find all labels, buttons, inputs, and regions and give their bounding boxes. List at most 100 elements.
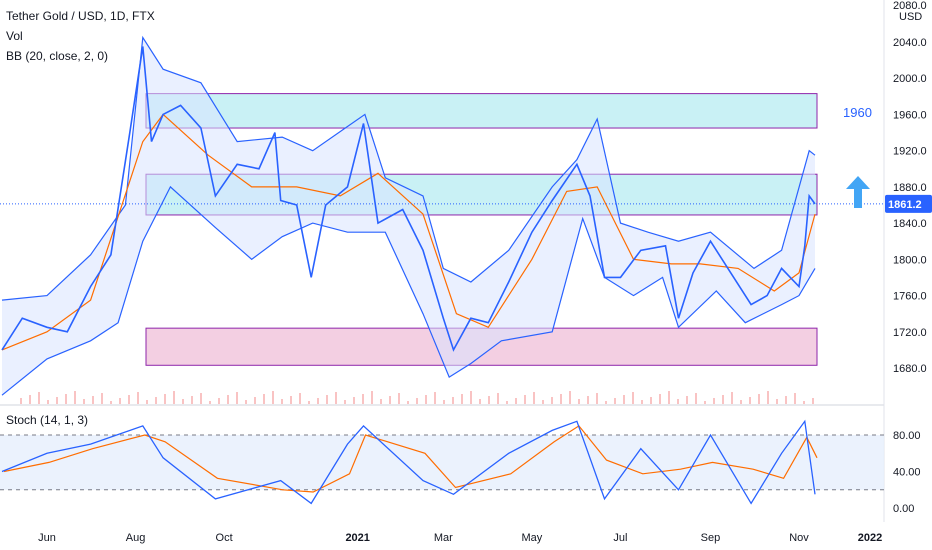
bollinger-legend[interactable]: BB (20, close, 2, 0) <box>6 49 109 63</box>
volume-bar <box>605 401 607 404</box>
price-tick-label: 1880.0 <box>893 182 927 194</box>
time-tick-label: Nov <box>789 532 809 544</box>
volume-legend[interactable]: Vol <box>6 29 23 43</box>
volume-bar <box>20 398 22 404</box>
volume-bar <box>641 400 643 404</box>
price-tick-label: 2040.0 <box>893 37 927 49</box>
up-arrow-icon <box>846 176 870 208</box>
volume-bar <box>731 392 733 404</box>
volume-bar <box>29 395 31 404</box>
volume-bar <box>398 393 400 404</box>
volume-bar <box>524 395 526 404</box>
bollinger-band-fill <box>2 37 815 396</box>
volume-bar <box>488 396 490 404</box>
volume-bar <box>560 394 562 404</box>
volume-bar <box>659 394 661 404</box>
volume-bar <box>758 394 760 404</box>
volume-bar <box>479 399 481 404</box>
bollinger-basis-line <box>1 113 816 351</box>
volume-bar <box>182 399 184 404</box>
volume-bar <box>623 395 625 404</box>
resistance-zone-upper <box>145 93 818 129</box>
volume-bar <box>551 397 553 404</box>
volume-bar <box>119 398 121 404</box>
volume-bar <box>515 398 517 404</box>
volume-bar <box>443 400 445 404</box>
annotation-label: 1960 <box>843 105 872 120</box>
volume-bar <box>173 391 175 404</box>
volume-bar <box>218 398 220 404</box>
volume-bar <box>533 392 535 404</box>
volume-bar <box>722 395 724 404</box>
volume-bar <box>650 397 652 404</box>
time-tick-label: 2021 <box>345 532 369 544</box>
currency-label: USD <box>899 11 922 23</box>
volume-bar <box>227 395 229 404</box>
stochastic-legend[interactable]: Stoch (14, 1, 3) <box>6 413 89 427</box>
volume-bar <box>353 397 355 404</box>
volume-bar <box>695 393 697 404</box>
volume-bar <box>542 400 544 404</box>
volume-bar <box>92 396 94 404</box>
volume-bar <box>344 400 346 404</box>
volume-bar <box>596 393 598 404</box>
stoch-tick-label: 0.00 <box>893 503 914 515</box>
stoch-band-fill <box>0 435 884 490</box>
volume-bar <box>416 398 418 404</box>
volume-bar <box>335 392 337 404</box>
bollinger-lower-line <box>1 185 816 396</box>
volume-bar <box>425 395 427 404</box>
volume-bar <box>668 391 670 404</box>
volume-bar <box>812 398 814 404</box>
volume-bar <box>281 399 283 404</box>
volume-bar <box>101 393 103 404</box>
volume-bar <box>317 398 319 404</box>
volume-bar <box>380 399 382 404</box>
volume-bar <box>794 393 796 404</box>
volume-bar <box>587 396 589 404</box>
price-tick-label: 1840.0 <box>893 218 927 230</box>
volume-bar <box>713 398 715 404</box>
volume-bar <box>164 394 166 404</box>
time-tick-label: Sep <box>701 532 721 544</box>
volume-bar <box>200 393 202 404</box>
volume-bar <box>578 399 580 404</box>
volume-bar <box>146 400 148 404</box>
volume-bar <box>632 392 634 404</box>
volume-bar <box>704 401 706 404</box>
volume-bar <box>497 393 499 404</box>
volume-bar <box>407 401 409 404</box>
volume-bar <box>128 395 130 404</box>
volume-bar <box>389 396 391 404</box>
price-tick-label: 1680.0 <box>893 363 927 375</box>
volume-bar <box>245 400 247 404</box>
last-price-value: 1861.2 <box>888 199 922 211</box>
volume-bar <box>155 397 157 404</box>
volume-bar <box>767 391 769 404</box>
volume-bar <box>506 401 508 404</box>
stoch-tick-label: 80.00 <box>893 430 921 442</box>
price-line <box>1 46 816 352</box>
last-price-tag <box>885 194 932 213</box>
volume-bar <box>371 391 373 404</box>
volume-bar <box>614 398 616 404</box>
volume-bar <box>326 395 328 404</box>
chart-title: Tether Gold / USD, 1D, FTX <box>6 9 155 23</box>
volume-bar <box>236 392 238 404</box>
volume-bar <box>263 394 265 404</box>
volume-bar <box>470 391 472 404</box>
volume-bar <box>299 393 301 404</box>
volume-bar <box>290 396 292 404</box>
volume-bar <box>272 391 274 404</box>
volume-bar <box>38 392 40 404</box>
time-tick-label: Jul <box>613 532 627 544</box>
price-tick-top: 2080.0 <box>893 0 927 12</box>
volume-bar <box>803 401 805 404</box>
stoch-d-line <box>3 425 818 493</box>
volume-bar <box>74 391 76 404</box>
volume-bar <box>461 394 463 404</box>
time-tick-label: Aug <box>126 532 146 544</box>
price-tick-label: 1800.0 <box>893 254 927 266</box>
volume-bar <box>47 400 49 404</box>
